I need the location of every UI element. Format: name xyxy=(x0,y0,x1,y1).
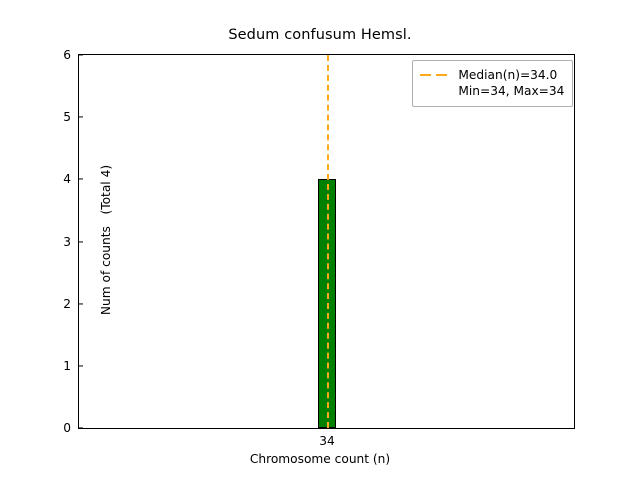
y-tick-6: 6 xyxy=(63,48,83,62)
legend: Median(n)=34.0 Min=34, Max=34 xyxy=(412,59,574,107)
y-tick-mark xyxy=(79,240,83,243)
y-tick-4: 4 xyxy=(63,172,83,187)
y-tick-mark xyxy=(79,365,83,367)
x-tick-label: 34 xyxy=(319,434,335,448)
plot-area: 0 1 2 3 4 5 6 34 xyxy=(63,48,575,448)
legend-dashed-line-icon xyxy=(420,67,451,84)
y-tick-1: 1 xyxy=(63,358,83,373)
y-tick-0: 0 xyxy=(63,421,83,435)
y-tick-3: 3 xyxy=(63,234,83,249)
legend-text: Median(n)=34.0 Min=34, Max=34 xyxy=(458,67,564,100)
y-tick-label: 4 xyxy=(63,172,71,187)
x-axis-label: Chromosome count (n) xyxy=(249,452,391,466)
y-tick-mark xyxy=(79,116,83,118)
y-tick-label: 0 xyxy=(63,421,71,435)
y-tick-5: 5 xyxy=(63,110,83,125)
legend-label-minmax: Min=34, Max=34 xyxy=(458,84,565,98)
median-line xyxy=(326,55,329,428)
y-tick-mark xyxy=(79,427,83,429)
y-axis-label: Num of counts (Total 4) xyxy=(99,164,114,316)
y-tick-mark xyxy=(79,54,83,56)
y-tick-label: 2 xyxy=(63,296,71,311)
legend-label-median: Median(n)=34.0 xyxy=(458,67,558,82)
x-tick-34: 34 xyxy=(319,424,335,448)
y-tick-mark xyxy=(79,303,83,305)
y-tick-2: 2 xyxy=(63,296,83,311)
y-tick-label: 6 xyxy=(63,48,71,62)
y-tick-label: 1 xyxy=(63,358,71,373)
y-tick-label: 5 xyxy=(63,110,71,125)
y-tick-label: 3 xyxy=(63,234,71,249)
y-tick-mark xyxy=(79,178,83,180)
chart-title: Sedum confusum Hemsl. xyxy=(228,27,412,43)
